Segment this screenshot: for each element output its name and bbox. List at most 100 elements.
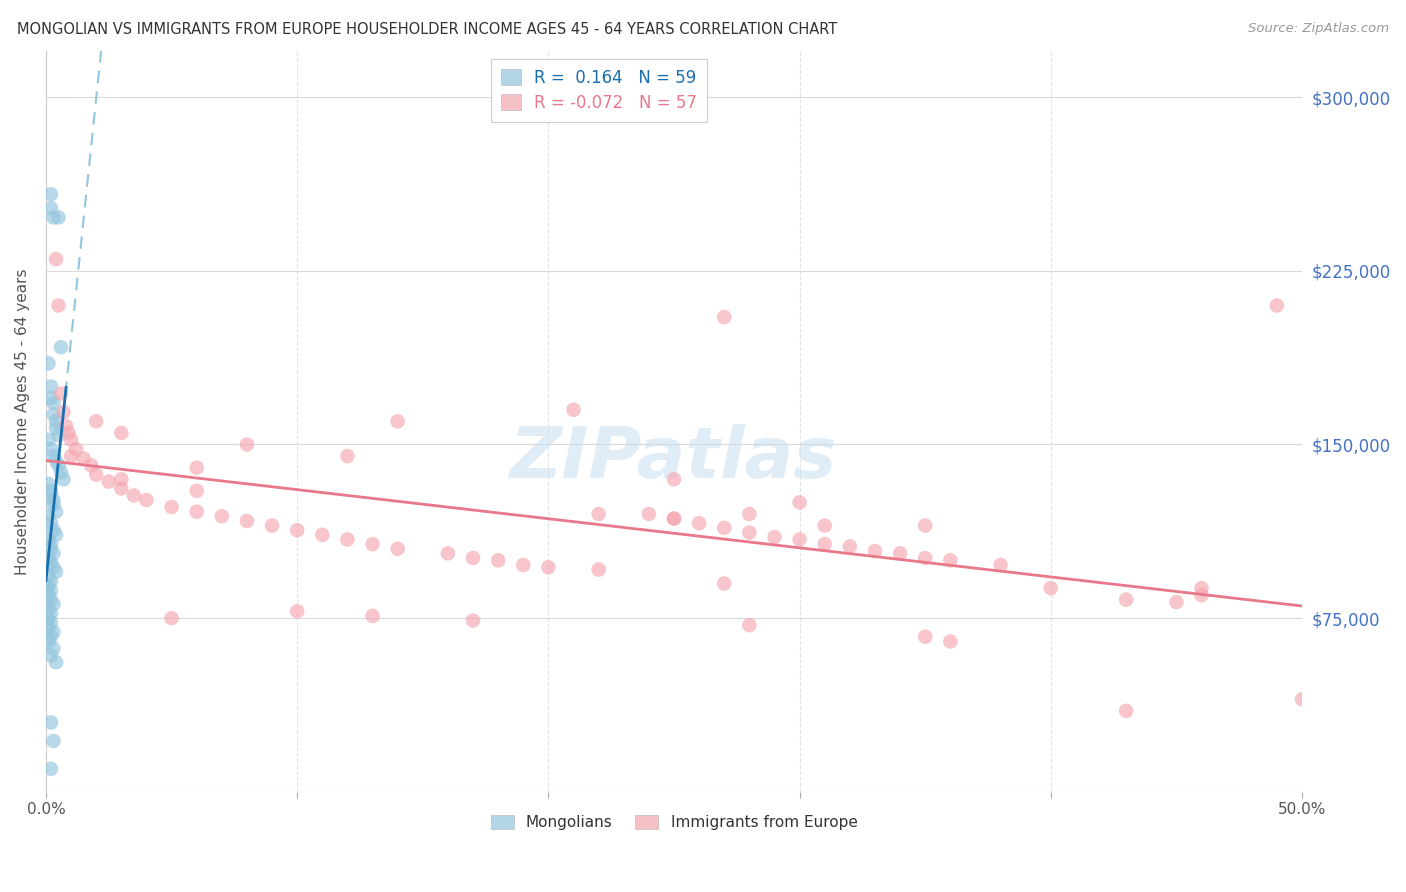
Point [914,518,936,533]
Point [37,433,59,447]
Point [688,516,710,531]
Point [39,715,62,730]
Point [72,451,94,466]
Point [838,540,860,554]
Point [42,211,65,225]
Point [738,525,761,540]
Point [1191,581,1213,595]
Point [37,588,59,602]
Point [48,458,70,473]
Point [713,576,735,591]
Point [39,201,62,215]
Point [45,414,67,428]
Point [387,541,409,556]
Point [39,583,62,598]
Point [486,553,509,567]
Point [789,533,811,547]
Point [42,498,65,512]
Point [537,560,560,574]
Point [1191,588,1213,602]
Point [1115,704,1137,718]
Point [45,421,67,435]
Point [211,509,233,524]
Point [638,507,661,521]
Point [39,648,62,663]
Point [39,615,62,630]
Point [49,465,72,479]
Point [42,625,65,640]
Point [37,476,59,491]
Point [889,546,911,560]
Point [48,298,70,312]
Point [80,458,103,473]
Point [39,541,62,556]
Point [863,544,886,558]
Point [336,449,359,463]
Point [588,563,610,577]
Point [990,558,1012,572]
Point [285,604,308,618]
Point [42,396,65,410]
Point [42,597,65,611]
Point [135,493,157,508]
Point [45,453,67,467]
Point [814,537,837,551]
Point [37,611,59,625]
Point [42,449,65,463]
Point [55,419,77,434]
Point [84,414,107,428]
Point [662,511,685,525]
Point [789,495,811,509]
Point [160,500,183,514]
Point [39,391,62,405]
Point [45,528,67,542]
Point [387,414,409,428]
Point [52,472,75,486]
Point [160,611,183,625]
Point [49,386,72,401]
Point [1115,592,1137,607]
Point [122,488,145,502]
Point [39,762,62,776]
Point [42,734,65,748]
Point [461,551,484,566]
Point [110,472,132,486]
Point [39,556,62,570]
Point [914,551,936,566]
Point [1291,692,1313,706]
Point [186,483,208,498]
Point [461,614,484,628]
Point [39,442,62,456]
Point [914,630,936,644]
Point [48,211,70,225]
Point [110,482,132,496]
Legend: Mongolians, Immigrants from Europe: Mongolians, Immigrants from Europe [485,808,863,836]
Point [37,551,59,566]
Point [42,408,65,422]
Point [562,402,585,417]
Point [60,449,83,463]
Point [37,533,59,547]
Point [37,356,59,370]
Point [437,546,460,560]
Point [52,405,75,419]
Point [110,425,132,440]
Point [588,507,610,521]
Point [939,553,962,567]
Point [65,442,87,456]
Point [39,537,62,551]
Point [285,523,308,537]
Point [39,488,62,502]
Point [45,505,67,519]
Text: MONGOLIAN VS IMMIGRANTS FROM EUROPE HOUSEHOLDER INCOME AGES 45 - 64 YEARS CORREL: MONGOLIAN VS IMMIGRANTS FROM EUROPE HOUS… [17,22,837,37]
Point [97,475,120,489]
Point [37,634,59,648]
Point [713,521,735,535]
Point [58,425,80,440]
Text: Source: ZipAtlas.com: Source: ZipAtlas.com [1249,22,1389,36]
Point [42,493,65,508]
Point [39,516,62,531]
Point [39,379,62,393]
Point [45,252,67,267]
Point [814,518,837,533]
